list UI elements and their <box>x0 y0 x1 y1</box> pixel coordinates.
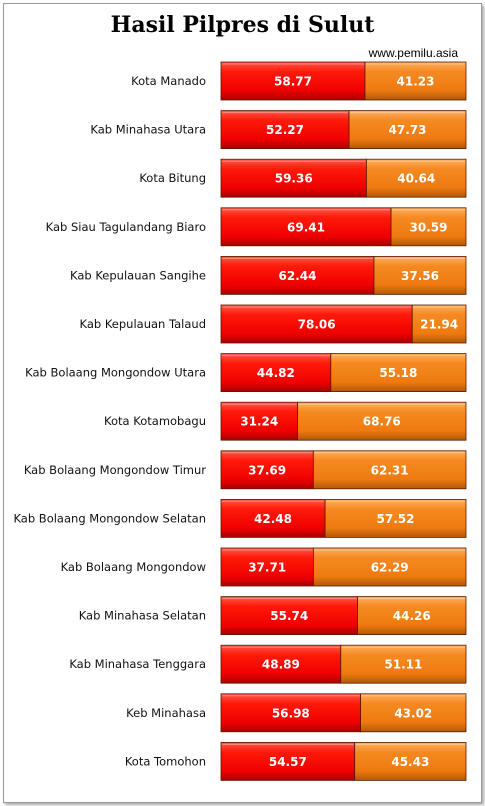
category-label: Kab Kepulauan Sangihe <box>70 268 206 282</box>
category-label: Kota Tomohon <box>125 754 206 768</box>
bar-segment-orange <box>312 547 467 587</box>
data-label: 78.06 <box>298 318 336 332</box>
bar-segment-orange <box>366 158 467 198</box>
category-label: Kab Minahasa Utara <box>90 123 206 137</box>
bar-segment-red <box>220 353 332 393</box>
category-label: Kab Bolaang Mongondow Timur <box>24 463 206 477</box>
category-label: Kab Bolaang Mongondow <box>61 560 206 574</box>
data-label: 40.64 <box>397 172 435 186</box>
bar-segment-red <box>220 304 413 344</box>
data-label: 56.98 <box>272 706 310 720</box>
data-label: 62.31 <box>371 463 409 477</box>
data-label: 57.52 <box>377 512 415 526</box>
data-label: 44.82 <box>257 366 295 380</box>
chart-source: www.pemilu.asia <box>368 46 458 60</box>
bar-segment-red <box>220 596 358 635</box>
chart-title: Hasil Pilpres di Sulut <box>110 12 375 38</box>
bar-segment-red <box>220 693 362 733</box>
data-label: 48.89 <box>262 658 300 672</box>
bar-segment-red <box>220 644 342 684</box>
data-label: 55.74 <box>270 609 308 623</box>
bar-segment-orange <box>411 304 467 344</box>
data-label: 44.26 <box>393 609 431 623</box>
category-label: Kab Bolaang Mongondow Utara <box>25 366 206 380</box>
bar-segment-orange <box>364 61 467 101</box>
data-label: 43.02 <box>394 706 432 720</box>
data-label: 51.11 <box>384 658 422 672</box>
data-label: 62.44 <box>279 269 317 283</box>
category-label: Keb Minahasa <box>126 706 206 720</box>
data-label: 47.73 <box>389 123 427 137</box>
bar-segment-orange <box>297 401 467 441</box>
category-label: Kab Siau Tagulandang Biaro <box>46 220 206 234</box>
data-label: 59.36 <box>275 172 313 186</box>
data-label: 30.59 <box>410 220 448 234</box>
bar-segment-orange <box>373 255 467 295</box>
data-label: 21.94 <box>420 318 458 332</box>
bar-segment-red <box>220 207 392 247</box>
data-label: 37.56 <box>401 269 439 283</box>
bar-segment-orange <box>312 450 467 490</box>
bar-segment-red <box>220 450 314 490</box>
data-label: 68.76 <box>363 415 401 429</box>
bar-segment-orange <box>354 742 467 781</box>
bar-segment-orange <box>340 644 467 684</box>
category-label: Kab Minahasa Tenggara <box>69 657 206 671</box>
data-label: 69.41 <box>287 220 325 234</box>
data-label: 62.29 <box>371 561 409 575</box>
data-label: 52.27 <box>266 123 304 137</box>
bar-segment-red <box>220 498 326 538</box>
bar-segment-red <box>220 110 350 149</box>
bar-segment-orange <box>390 207 467 247</box>
category-label: Kab Minahasa Selatan <box>79 609 206 623</box>
data-label: 31.24 <box>240 415 278 429</box>
bar-segment-red <box>220 401 298 441</box>
data-label: 42.48 <box>254 512 292 526</box>
category-label: Kota Bitung <box>139 171 206 185</box>
data-label: 41.23 <box>397 75 435 89</box>
data-label: 45.43 <box>391 755 429 769</box>
bar-segment-red <box>220 255 375 295</box>
category-label: Kab Bolaang Mongondow Selatan <box>13 511 206 525</box>
bar-segment-red <box>220 742 356 781</box>
category-label: Kota Manado <box>131 74 206 88</box>
data-label: 58.77 <box>274 75 312 89</box>
data-label: 37.71 <box>248 561 286 575</box>
bar-segment-red <box>220 158 367 198</box>
bar-segment-orange <box>330 353 467 393</box>
data-label: 55.18 <box>379 366 417 380</box>
bar-segment-orange <box>360 693 467 733</box>
category-label: Kota Kotamobagu <box>104 414 206 428</box>
data-label: 37.69 <box>248 463 286 477</box>
category-label: Kab Kepulauan Talaud <box>80 317 207 331</box>
bar-segment-orange <box>324 498 467 538</box>
data-label: 54.57 <box>269 755 307 769</box>
bar-segment-orange <box>357 596 467 635</box>
bar-segment-orange <box>348 110 467 149</box>
